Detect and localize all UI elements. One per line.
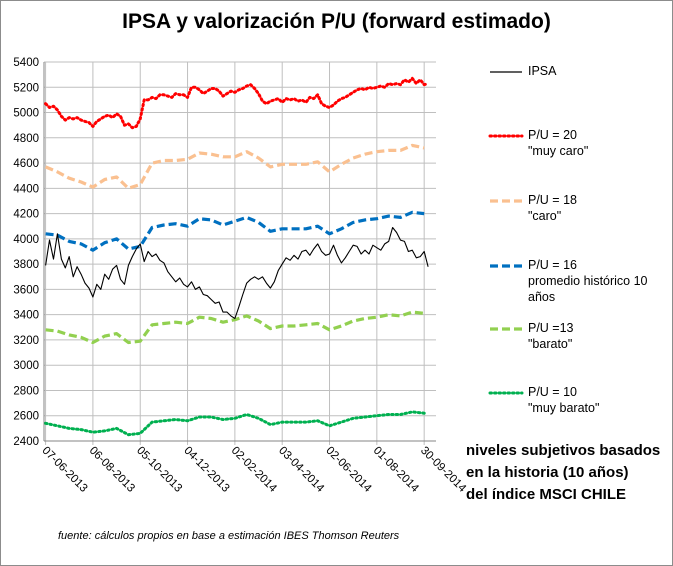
legend-label-pu20: P/U = 20 <box>528 128 577 142</box>
note-line: en la historia (10 años) <box>466 464 629 481</box>
legend-sublabel-pu16: promedio histórico 10 años <box>528 274 648 304</box>
y-tick-label: 5000 <box>13 108 39 120</box>
y-tick-label: 5200 <box>13 82 39 94</box>
note-line: del índice MSCI CHILE <box>466 486 627 503</box>
legend-label-pu16: P/U = 16 <box>528 258 577 272</box>
legend-label-pu10: P/U = 10 <box>528 385 577 399</box>
y-tick-label: 4800 <box>13 133 39 145</box>
series-line-ipsa <box>45 226 429 320</box>
series-line-p-u-20 <box>44 76 430 130</box>
y-tick-label: 3600 <box>13 284 39 296</box>
x-tick-label: 01-08-2014 <box>371 445 422 496</box>
legend-sublabel-pu20: "muy caro" <box>528 144 589 158</box>
note-line: niveles subjetivos basados <box>466 442 661 459</box>
legend-label-pu13: P/U =13 <box>528 321 574 335</box>
y-tick-label: 3200 <box>13 335 39 347</box>
chart-title: IPSA y valorización P/U (forward estimad… <box>122 10 551 33</box>
subjective-levels-note: niveles subjetivos basados en la histori… <box>466 440 673 506</box>
y-tick-label: 2800 <box>13 385 39 397</box>
x-tick-label: 04-12-2013 <box>181 445 231 495</box>
x-tick-label: 03-04-2014 <box>276 445 327 496</box>
series-line-p-u-16 <box>45 210 425 252</box>
y-tick-label: 2600 <box>13 411 39 423</box>
y-tick-label: 4600 <box>13 158 39 170</box>
x-tick-label: 30-09-2014 <box>418 445 469 496</box>
y-tick-label: 3000 <box>13 360 39 372</box>
series-line-p-u-13 <box>45 310 425 345</box>
y-tick-label: 4200 <box>13 209 39 221</box>
x-tick-label: 02-02-2014 <box>229 445 280 496</box>
y-tick-label: 3800 <box>13 259 39 271</box>
series-line-p-u-18 <box>44 143 425 190</box>
series-line-p-u-10 <box>44 410 426 437</box>
source-note: fuente: cálculos propios en base a estim… <box>58 530 400 542</box>
legend-label-pu18: P/U = 18 <box>528 193 577 207</box>
gridlines <box>44 61 436 445</box>
legend-label-ipsa: IPSA <box>528 64 557 78</box>
series-layer <box>44 76 430 437</box>
x-tick-label: 07-06-2013 <box>39 445 89 495</box>
y-tick-label: 3400 <box>13 310 39 322</box>
y-tick-label: 4400 <box>13 183 39 195</box>
y-tick-label: 4000 <box>13 234 39 246</box>
legend-sublabel-pu18: "caro" <box>528 209 562 223</box>
x-tick-label: 06-08-2013 <box>87 445 137 495</box>
x-tick-label: 05-10-2013 <box>134 445 184 495</box>
legend-sublabel-pu13: "barato" <box>528 337 573 351</box>
y-tick-label: 5400 <box>13 57 39 69</box>
legend-sublabel-pu10: "muy barato" <box>528 401 600 415</box>
y-tick-label: 2400 <box>13 436 39 448</box>
x-tick-label: 02-06-2014 <box>323 445 374 496</box>
